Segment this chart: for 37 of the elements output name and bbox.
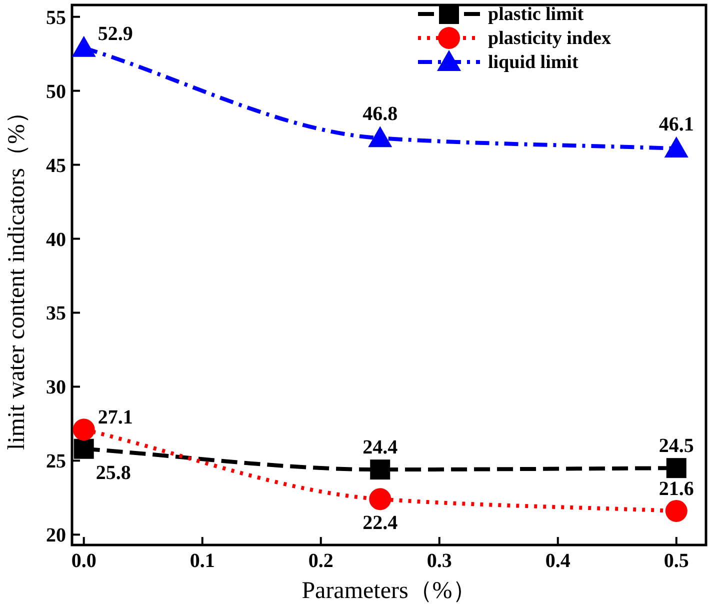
- x-tick-label: 0.1: [190, 550, 215, 572]
- data-label: 22.4: [362, 512, 398, 534]
- y-tick-label: 45: [46, 154, 66, 177]
- x-tick-label: 0.5: [664, 550, 689, 572]
- data-label: 46.8: [362, 103, 398, 126]
- point: [664, 136, 688, 158]
- point: [666, 458, 686, 478]
- data-label: 24.4: [362, 436, 398, 459]
- legend-label: liquid limit: [488, 52, 579, 73]
- x-axis-title: Parameters（%）: [302, 578, 476, 604]
- y-tick-label: 50: [46, 80, 66, 103]
- point: [369, 488, 392, 510]
- point: [74, 438, 94, 459]
- data-label: 24.5: [658, 435, 694, 458]
- data-label: 52.9: [98, 22, 133, 45]
- x-tick-label: 0.2: [308, 550, 334, 572]
- y-tick-label: 25: [46, 450, 66, 473]
- point: [72, 418, 95, 441]
- legend-label: plasticity index: [488, 28, 612, 49]
- y-tick-label: 20: [46, 524, 66, 547]
- data-label: 25.8: [96, 462, 131, 484]
- y-tick-label: 30: [46, 376, 66, 399]
- legend-label: plastic limit: [488, 4, 584, 25]
- data-label: 21.6: [658, 478, 694, 500]
- x-tick-label: 0.4: [545, 550, 570, 572]
- point: [370, 460, 390, 480]
- x-tick-label: 0.3: [426, 550, 452, 572]
- point: [368, 126, 392, 148]
- point: [665, 500, 688, 522]
- x-tick-label: 0.0: [71, 550, 96, 572]
- y-axis-title: limit water content indicators（%）: [4, 100, 30, 450]
- y-tick-label: 40: [46, 228, 66, 251]
- data-label: 46.1: [658, 114, 694, 136]
- point: [72, 36, 96, 57]
- y-tick-label: 35: [46, 302, 66, 325]
- data-label: 27.1: [98, 406, 133, 429]
- y-tick-label: 55: [46, 6, 66, 29]
